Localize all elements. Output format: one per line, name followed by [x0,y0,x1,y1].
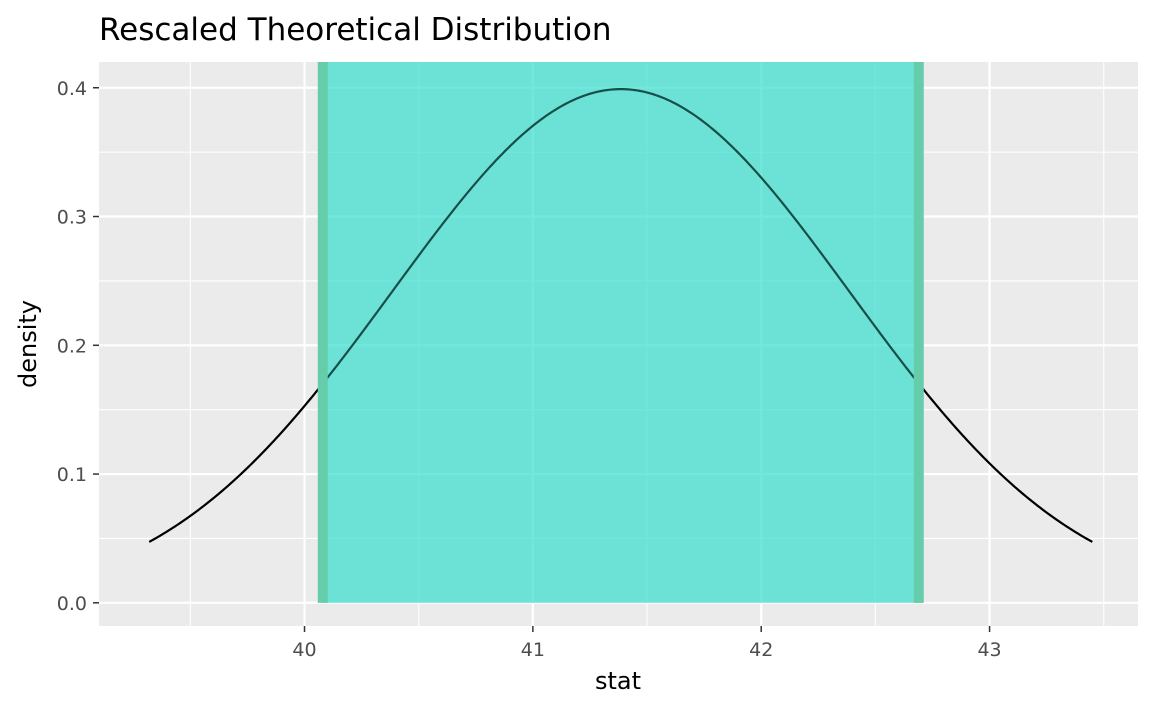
x-tick-label: 43 [977,639,1001,661]
interval-shade-overlay [322,62,919,603]
x-tick-label: 42 [749,639,773,661]
x-axis-title: stat [595,667,641,695]
confidence-interval-shade [322,62,919,603]
y-axis-ticks: 0.0 0.1 0.2 0.3 0.4 [57,78,99,615]
x-axis-ticks: 40 41 42 43 [292,626,1002,661]
x-tick-label: 41 [521,639,545,661]
y-tick-label: 0.1 [57,464,87,486]
y-tick-label: 0.3 [57,207,87,229]
y-tick-label: 0.2 [57,335,87,357]
interval-shade-rect [322,62,919,603]
y-tick-label: 0.0 [57,593,87,615]
density-line [148,88,1093,543]
x-tick-label: 40 [292,639,316,661]
density-curve [148,62,1093,603]
y-axis-title: density [14,300,42,388]
y-tick-label: 0.4 [57,78,87,100]
chart-title: Rescaled Theoretical Distribution [99,12,612,48]
